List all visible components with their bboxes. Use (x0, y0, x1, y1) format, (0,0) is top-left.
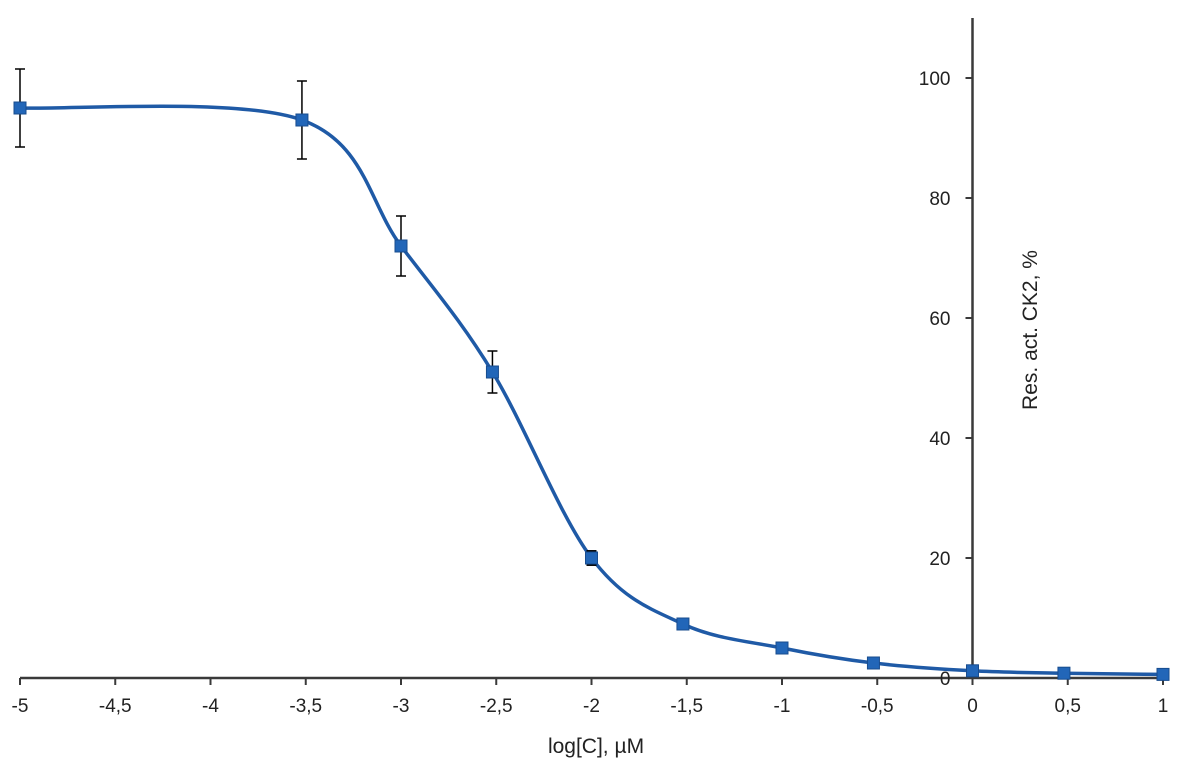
y-tick-label: 0 (940, 669, 951, 690)
data-point-marker (485, 365, 499, 379)
data-point-marker (295, 113, 309, 127)
data-point-marker (676, 617, 690, 631)
x-tick-label: -1,5 (670, 696, 703, 717)
x-tick-label: -2 (583, 696, 600, 717)
data-point-marker (1057, 666, 1071, 680)
y-axis-title: Res. act. CK2, % (1019, 250, 1042, 410)
x-tick-label: 0 (967, 696, 978, 717)
series-line (19, 104, 1164, 677)
x-tick-label: -5 (12, 696, 29, 717)
x-tick-label: -4 (202, 696, 219, 717)
x-tick-label: 0,5 (1055, 696, 1081, 717)
marker-layer (13, 101, 1170, 681)
data-point-marker (585, 551, 598, 565)
axes (19, 18, 1164, 685)
data-point-marker (394, 239, 408, 253)
label-layer: -5 -4,5 -4 -3,5 -3 -2,5 -2 -1,5 -1 -0,5 0 0,5 1 0 20 40… (12, 69, 1169, 717)
x-tick-label: -1 (774, 696, 791, 717)
y-tick-label: 60 (929, 309, 950, 330)
y-tick-label: 80 (929, 189, 950, 210)
data-point-marker (966, 664, 979, 678)
data-point-marker (13, 101, 27, 115)
data-point-marker (775, 641, 789, 655)
data-point-marker (1156, 667, 1170, 681)
y-tick-label: 20 (929, 549, 950, 570)
x-tick-label: -2,5 (480, 696, 513, 717)
curve-layer (19, 104, 1164, 677)
x-tick-label: -3,5 (289, 696, 322, 717)
y-tick-label: 40 (929, 429, 950, 450)
x-tick-label: 1 (1158, 696, 1169, 717)
y-tick-label: 100 (919, 69, 951, 90)
x-tick-label: -4,5 (99, 696, 132, 717)
x-tick-label: -0,5 (861, 696, 894, 717)
data-point-marker (866, 656, 880, 670)
x-axis-title: log[C], µM (548, 735, 644, 758)
x-tick-label: -3 (393, 696, 410, 717)
errorbar-layer (15, 68, 597, 566)
